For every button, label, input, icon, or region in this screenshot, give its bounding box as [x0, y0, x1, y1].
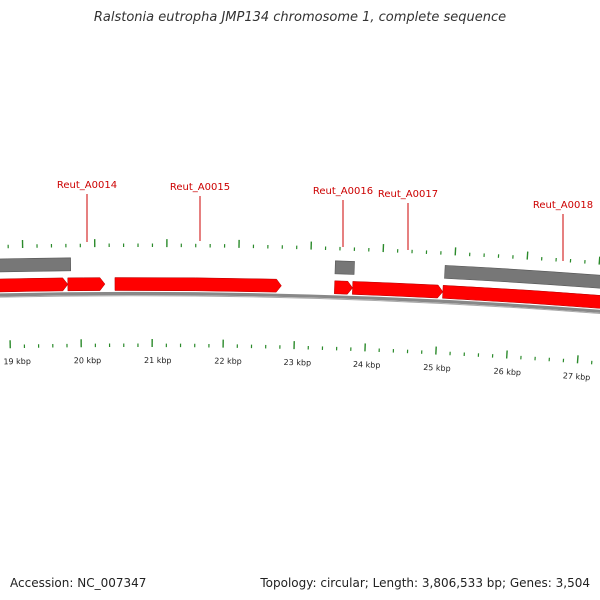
inner-tick-track: [9, 339, 593, 365]
scale-label: 22 kbp: [214, 357, 242, 366]
gene-label: Reut_A0015: [170, 182, 230, 193]
outer-tick-track: [7, 239, 600, 265]
scale-label: 27 kbp: [563, 371, 591, 382]
reverse-strand-features: [0, 257, 600, 289]
gene-arrow: [334, 280, 353, 295]
page-title: Ralstonia eutropha JMP134 chromosome 1, …: [93, 10, 507, 25]
scale-labels: 19 kbp 20 kbp 21 kbp 22 kbp 23 kbp 24 kbp 25 k…: [3, 356, 590, 382]
forward-strand-genes: [0, 277, 600, 309]
scale-label: 20 kbp: [74, 356, 102, 365]
backbone-inner-line: [0, 295, 600, 315]
backbone-line: [0, 291, 600, 313]
genome-summary-text: Topology: circular; Length: 3,806,533 bp…: [260, 576, 590, 590]
tick-major: [526, 251, 529, 260]
scale-label: 26 kbp: [493, 367, 521, 378]
gene-labels: Reut_A0014 Reut_A0015 Reut_A0016 Reut_A0017…: [57, 180, 593, 261]
tick-major: [576, 355, 579, 364]
gene-label: Reut_A0017: [378, 189, 438, 200]
gene-label: Reut_A0018: [533, 200, 593, 211]
gene-arrow: [0, 277, 69, 293]
gene-arrow: [352, 281, 444, 299]
gene-label: Reut_A0014: [57, 180, 117, 191]
gray-feature: [0, 257, 71, 273]
scale-label: 24 kbp: [353, 360, 381, 370]
gene-label: Reut_A0016: [313, 186, 373, 197]
gray-feature: [334, 260, 355, 275]
scale-label: 21 kbp: [144, 356, 172, 365]
gene-arrow: [114, 277, 282, 293]
gray-feature: [444, 265, 600, 289]
scale-label: 23 kbp: [283, 358, 311, 368]
accession-text: Accession: NC_007347: [10, 576, 147, 590]
chromosome-backbone: [0, 291, 600, 315]
gene-arrow: [442, 285, 600, 309]
gene-arrow: [67, 277, 106, 292]
scale-label: 25 kbp: [423, 363, 451, 373]
scale-label: 19 kbp: [3, 357, 31, 367]
